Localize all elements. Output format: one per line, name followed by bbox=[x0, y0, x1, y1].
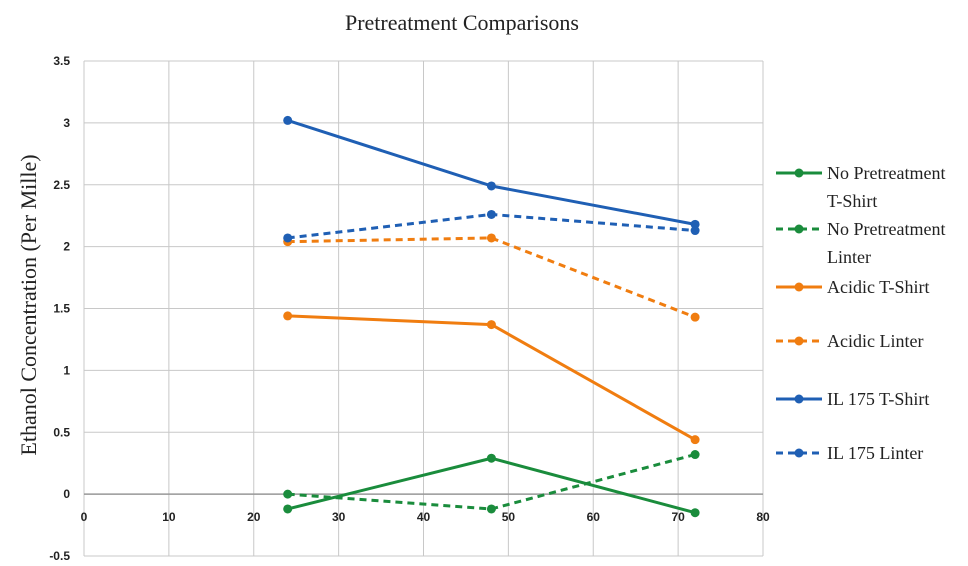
legend: No Pretreatment T-Shirt No Pretreatment Lin… bbox=[776, 163, 945, 463]
legend-marker bbox=[794, 168, 804, 178]
data-point bbox=[283, 115, 293, 125]
data-point bbox=[690, 226, 700, 236]
axes: 0 10 20 30 40 50 60 70 80 3.5 3 2.5 2 1.5 1 0.5 0 -0.5 bbox=[49, 54, 770, 563]
y-tick-label: 3.5 bbox=[53, 54, 70, 68]
data-point bbox=[486, 504, 496, 514]
y-tick-label: 1.5 bbox=[53, 302, 70, 316]
y-tick-label: 1 bbox=[63, 363, 70, 377]
data-point bbox=[283, 311, 293, 321]
x-tick-label: 50 bbox=[502, 510, 516, 524]
legend-marker bbox=[794, 336, 804, 346]
legend-label: Linter bbox=[827, 247, 871, 267]
chart-title: Pretreatment Comparisons bbox=[345, 10, 579, 35]
y-axis-label: Ethanol Concentration (Per Mille) bbox=[16, 154, 41, 455]
x-tick-label: 60 bbox=[587, 510, 601, 524]
x-tick-label: 0 bbox=[81, 510, 88, 524]
data-point bbox=[690, 312, 700, 322]
x-tick-label: 30 bbox=[332, 510, 346, 524]
legend-label: IL 175 Linter bbox=[827, 443, 923, 463]
y-tick-label: 0.5 bbox=[53, 425, 70, 439]
x-tick-label: 20 bbox=[247, 510, 261, 524]
legend-label: Acidic Linter bbox=[827, 331, 923, 351]
series-lines bbox=[283, 115, 700, 518]
legend-label: No Pretreatment bbox=[827, 163, 945, 183]
data-point bbox=[690, 435, 700, 445]
data-point bbox=[690, 450, 700, 460]
series-line bbox=[287, 236, 696, 319]
series-line bbox=[287, 314, 696, 441]
data-point bbox=[690, 508, 700, 518]
data-point bbox=[283, 233, 293, 243]
y-tick-label: -0.5 bbox=[49, 549, 70, 563]
data-point bbox=[283, 504, 293, 514]
data-point bbox=[486, 320, 496, 330]
legend-entry: Acidic T-Shirt bbox=[776, 277, 930, 297]
y-tick-label: 2 bbox=[63, 240, 70, 254]
legend-entry: No Pretreatment Linter bbox=[776, 219, 945, 267]
data-point bbox=[283, 489, 293, 499]
legend-entry: IL 175 T-Shirt bbox=[776, 389, 929, 409]
x-tick-label: 70 bbox=[671, 510, 685, 524]
x-tick-label: 10 bbox=[162, 510, 176, 524]
x-tick-label: 80 bbox=[756, 510, 770, 524]
legend-entry: No Pretreatment T-Shirt bbox=[776, 163, 945, 211]
data-point bbox=[486, 233, 496, 243]
data-point bbox=[486, 209, 496, 219]
y-tick-label: 2.5 bbox=[53, 178, 70, 192]
legend-label: Acidic T-Shirt bbox=[827, 277, 930, 297]
legend-marker bbox=[794, 282, 804, 292]
data-point bbox=[486, 453, 496, 463]
y-tick-label: 0 bbox=[63, 487, 70, 501]
legend-marker bbox=[794, 224, 804, 234]
legend-marker bbox=[794, 394, 804, 404]
legend-label: T-Shirt bbox=[827, 191, 877, 211]
legend-entry: Acidic Linter bbox=[776, 331, 923, 351]
data-point bbox=[690, 219, 700, 229]
legend-entry: IL 175 Linter bbox=[776, 443, 923, 463]
series-line bbox=[287, 118, 696, 226]
gridlines bbox=[83, 60, 764, 557]
legend-marker bbox=[794, 448, 804, 458]
legend-label: IL 175 T-Shirt bbox=[827, 389, 929, 409]
x-tick-label: 40 bbox=[417, 510, 431, 524]
data-point bbox=[486, 181, 496, 191]
legend-label: No Pretreatment bbox=[827, 219, 945, 239]
y-tick-label: 3 bbox=[63, 116, 70, 130]
